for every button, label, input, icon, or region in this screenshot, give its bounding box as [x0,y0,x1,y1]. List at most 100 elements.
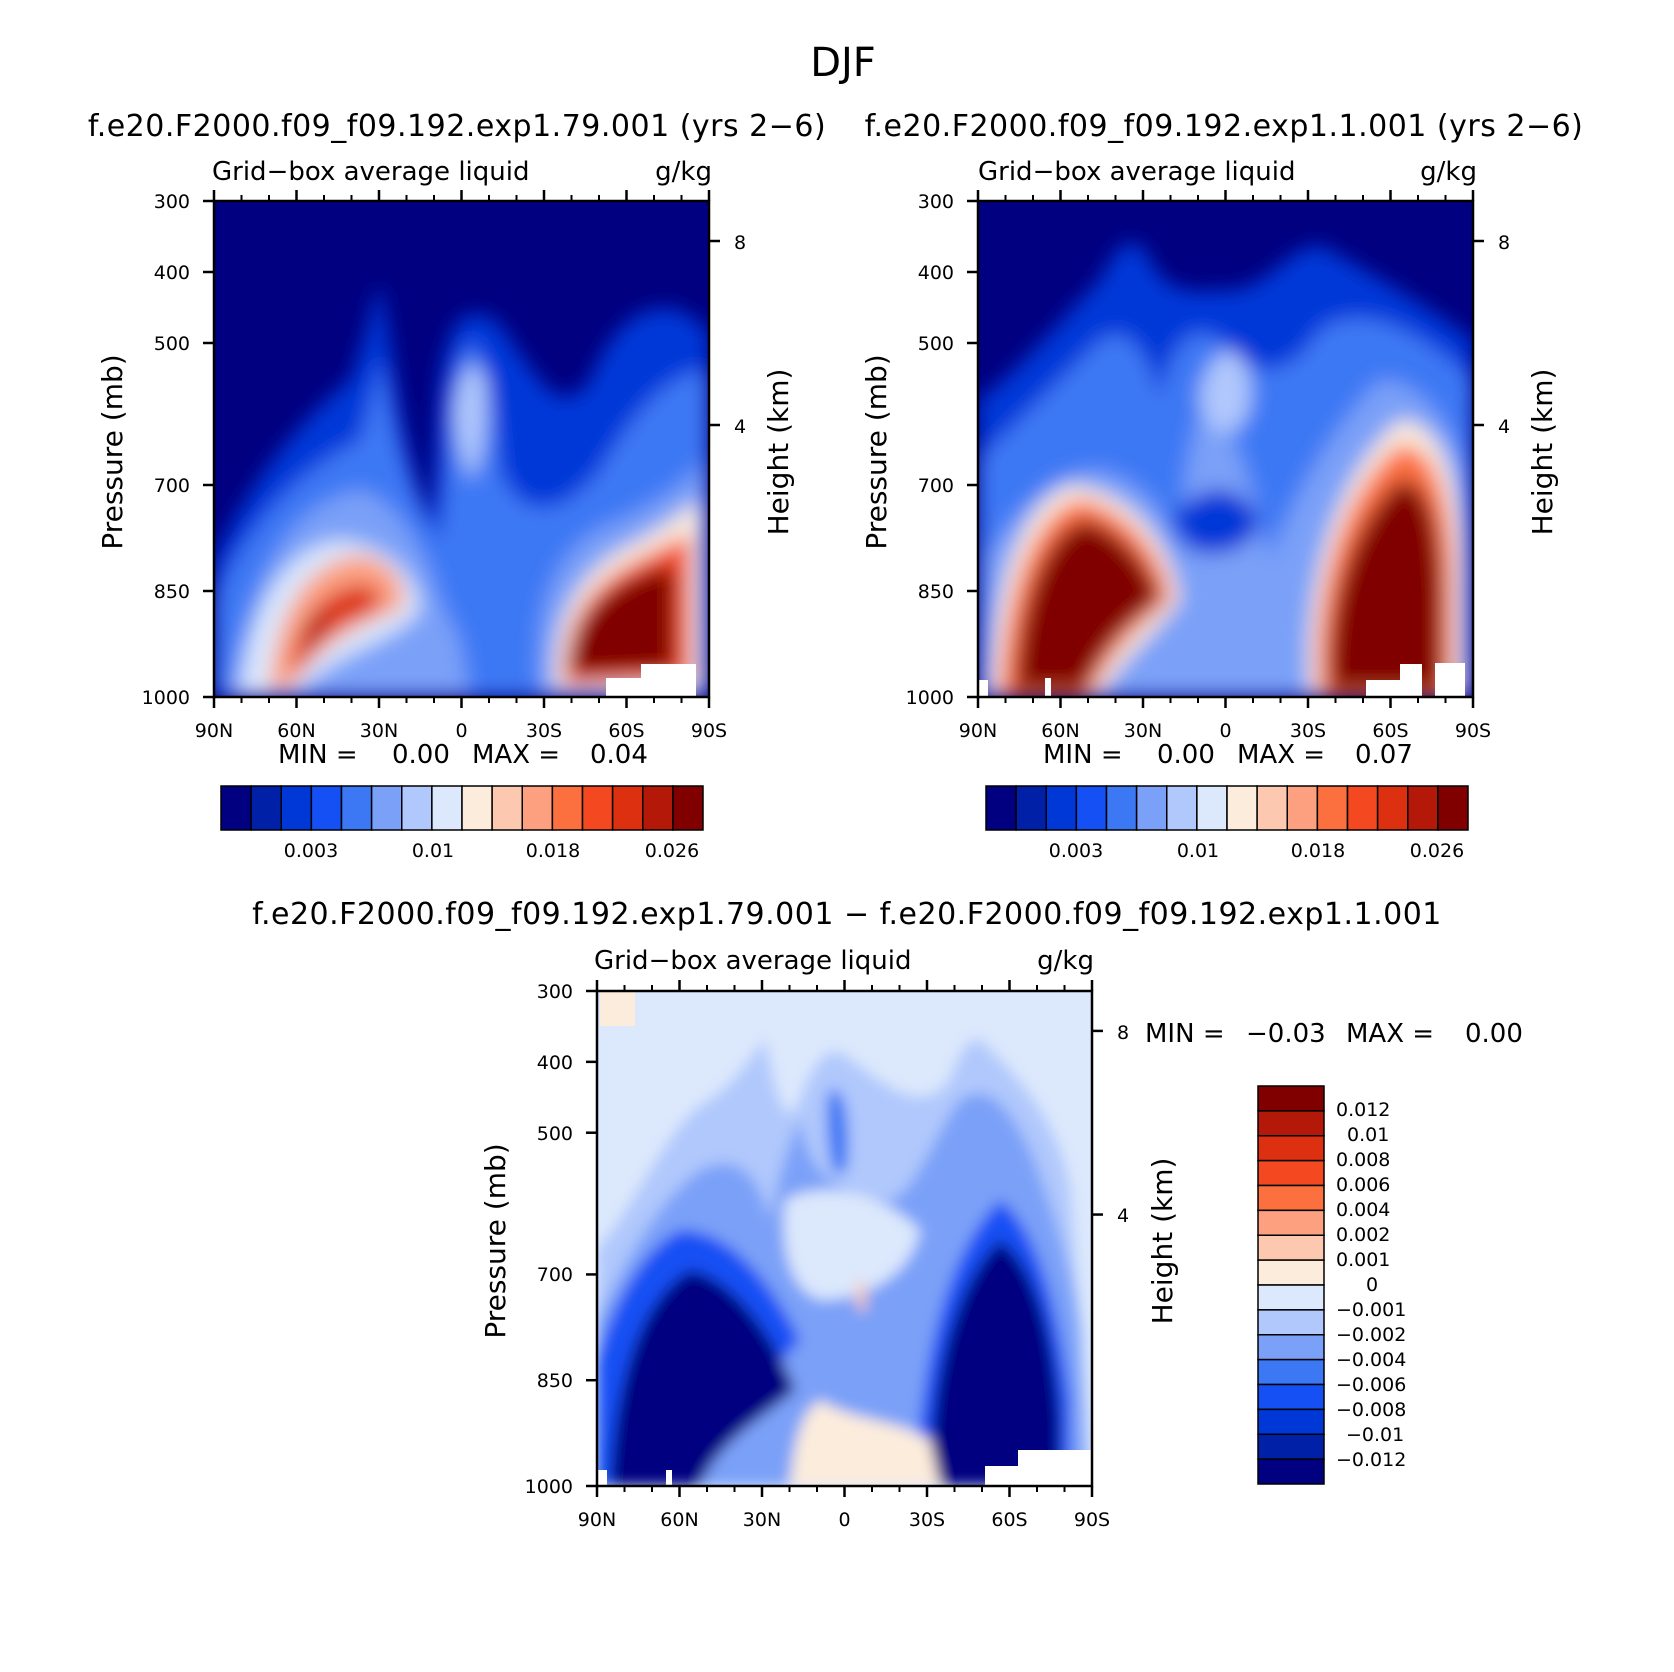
panel-b-cbar-swatch [1437,785,1469,831]
panel-a-cbar-label-2: 0.018 [526,840,580,862]
panel-b-cbar-swatch [1135,785,1168,831]
panel-c-y2tick-0: 8 [1117,1022,1129,1044]
panel-b-ticks [967,190,1484,708]
panel-b-xtick-2: 30N [1124,720,1162,742]
panel-c-cbar-swatch [1257,1284,1325,1311]
panel-a-variable: Grid−box average liquid [212,157,529,187]
panel-a-max-value: 0.04 [590,740,648,770]
panel-a-cbar-label-3: 0.026 [645,840,699,862]
panel-c-cbar-label-11: −0.006 [1336,1374,1406,1396]
panel-a-ytick-3: 700 [154,475,190,497]
panel-a-cbar-swatch [611,785,644,831]
panel-a-ytick-2: 500 [154,333,190,355]
panel-a-xtick-3: 0 [455,720,467,742]
panel-b-cbar-swatch [1105,785,1138,831]
panel-a-cbar-swatch [551,785,584,831]
panel-a-cbar-swatch [280,785,313,831]
panel-b-cbar-swatch [985,785,1017,831]
panel-c-cbar-swatch [1257,1458,1325,1485]
panel-c-cbar-label-14: −0.012 [1336,1449,1406,1471]
panel-a-title: f.e20.F2000.f09_f09.192.exp1.79.001 (yrs… [88,109,826,144]
panel-c-ytick-2: 500 [537,1123,573,1145]
panel-c-cbar-swatch [1257,1110,1325,1137]
panel-c-cbar-label-8: −0.001 [1336,1299,1406,1321]
panel-c-colorbar [1257,1085,1325,1485]
panel-a-contour-field [214,201,709,697]
panel-c-cbar-label-4: 0.004 [1336,1199,1390,1221]
panel-b-xtick-4: 30S [1290,720,1326,742]
panel-c-min-value: −0.03 [1246,1019,1326,1049]
panel-b-cbar-swatch [1346,785,1379,831]
panel-b-min-label: MIN = [1043,740,1123,770]
panel-b-cbar-label-3: 0.026 [1410,840,1464,862]
panel-c-ytick-0: 300 [537,981,573,1003]
panel-a-y2label: Height (km) [762,369,795,536]
panel-c-xtick-6: 90S [1074,1509,1110,1531]
panel-c-contour-field [597,991,1092,1486]
panel-b-cbar-label-1: 0.01 [1177,840,1219,862]
panel-a-y2tick-0: 8 [734,232,746,254]
panel-c-cbar-label-10: −0.004 [1336,1349,1406,1371]
panel-c-cbar-swatch [1257,1383,1325,1411]
panel-a: f.e20.F2000.f09_f09.192.exp1.79.001 (yrs… [88,109,826,862]
panel-b-units: g/kg [1420,157,1477,187]
panel-c-xtick-4: 30S [909,1509,945,1531]
panel-b-cbar-swatch [1316,785,1349,831]
panel-a-cbar-swatch [220,785,252,831]
panel-a-cbar-swatch [370,785,403,831]
panel-c-cbar-swatch [1257,1358,1325,1386]
panel-b-max-label: MAX = [1237,740,1325,770]
panel-c-cbar-swatch [1257,1135,1325,1162]
panel-a-cbar-swatch [521,785,554,831]
panel-b-y2tick-0: 8 [1498,232,1510,254]
panel-c-max-label: MAX = [1346,1019,1434,1049]
panel-c-cbar-label-2: 0.008 [1336,1149,1390,1171]
panel-a-xtick-2: 30N [360,720,398,742]
panel-a-ticks [203,190,720,708]
panel-b-ytick-1: 400 [918,262,954,284]
panel-c-cbar-swatch [1257,1433,1325,1460]
panel-a-min-value: 0.00 [392,740,450,770]
panel-b-colorbar [985,785,1469,831]
panel-a-xtick-5: 60S [608,720,644,742]
panel-b-xtick-5: 60S [1372,720,1408,742]
panel-b-cbar-swatch [1015,785,1047,831]
panel-b-ytick-0: 300 [918,191,954,213]
panel-c-xtick-0: 90N [578,1509,616,1531]
panel-b-cbar-swatch [1376,785,1409,831]
panel-c-xtick-5: 60S [991,1509,1027,1531]
panel-c-units: g/kg [1037,946,1094,976]
panel-c-xtick-2: 30N [743,1509,781,1531]
panel-a-xtick-0: 90N [195,720,233,742]
panel-a-min-label: MIN = [278,740,358,770]
panel-b-xtick-3: 0 [1219,720,1231,742]
panel-b-contour-field [978,201,1473,697]
panel-a-ytick-1: 400 [154,262,190,284]
panel-c-cbar-swatch [1257,1259,1325,1286]
panel-c-min-label: MIN = [1145,1019,1225,1049]
panel-c-max-value: 0.00 [1465,1019,1523,1049]
panel-a-cbar-swatch [310,785,343,831]
panel-a-ylabel: Pressure (mb) [96,354,129,549]
panel-a-ytick-0: 300 [154,191,190,213]
panel-b-xtick-1: 60N [1041,720,1079,742]
panel-c-xtick-3: 0 [838,1509,850,1531]
panel-b-max-value: 0.07 [1355,740,1413,770]
panel-b-cbar-swatch [1166,785,1198,831]
panel-c-ytick-1: 400 [537,1052,573,1074]
panel-c-cbar-label-6: 0.001 [1336,1249,1390,1271]
panel-a-cbar-swatch [642,785,674,831]
panel-c-cbar-label-12: −0.008 [1336,1399,1406,1421]
panel-b-title: f.e20.F2000.f09_f09.192.exp1.1.001 (yrs … [865,109,1584,144]
panel-a-cbar-swatch [491,785,523,831]
panel-c-ylabel: Pressure (mb) [479,1143,512,1338]
panel-b-cbar-swatch [1045,785,1078,831]
figure-title: DJF [810,40,876,86]
panel-c-cbar-swatch [1257,1334,1325,1361]
panel-b: f.e20.F2000.f09_f09.192.exp1.1.001 (yrs … [860,109,1583,862]
panel-b-min-value: 0.00 [1157,740,1215,770]
panel-c-cbar-swatch [1257,1159,1325,1187]
panel-c-cbar-swatch [1257,1234,1325,1261]
panel-b-cbar-swatch [1226,785,1258,831]
